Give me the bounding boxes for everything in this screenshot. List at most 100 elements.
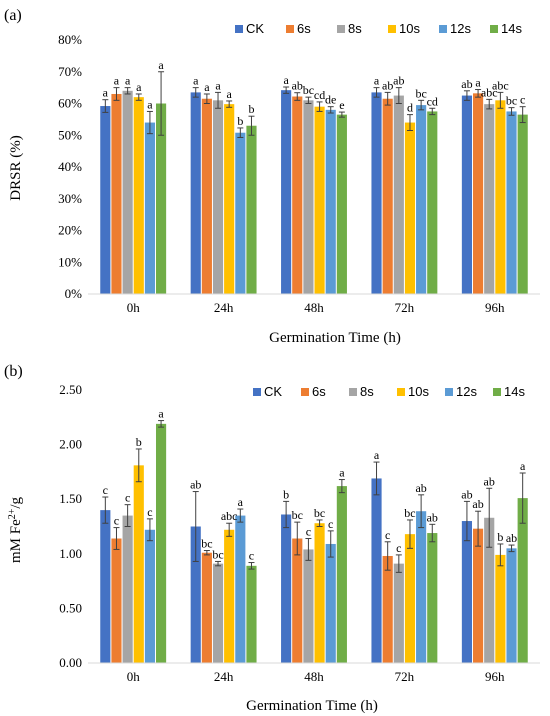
- b-xtick-label: 0h: [127, 669, 141, 684]
- b-xtick-label: 48h: [304, 669, 324, 684]
- b-bar-14s-96h: [517, 498, 528, 663]
- a-significance-label: abc: [481, 85, 498, 99]
- a-xtick-label: 24h: [214, 300, 234, 315]
- panel-a-y-ticks: 0% 10% 20% 30% 40% 50% 60% 70% 80%: [58, 32, 82, 301]
- a-bar-8s-24h: [212, 100, 224, 294]
- a-bar-6s-96h: [473, 93, 484, 294]
- a-ytick-label: 80%: [58, 32, 82, 47]
- a-xtick-label: 0h: [127, 300, 141, 315]
- panel-a-error-bars: [102, 71, 526, 138]
- a-bar-8s-48h: [303, 100, 314, 294]
- a-significance-label: e: [339, 98, 344, 112]
- b-significance-label: c: [385, 528, 390, 542]
- a-bar-8s-0h: [122, 90, 133, 294]
- a-legend-swatch-6s: [286, 25, 294, 33]
- a-legend-label: 6s: [297, 21, 311, 36]
- a-significance-label: a: [204, 80, 210, 94]
- a-bar-6s-24h: [201, 98, 212, 294]
- a-legend-swatch-CK: [235, 25, 243, 33]
- b-bar-14s-24h: [246, 565, 257, 663]
- a-bar-CK-48h: [281, 90, 292, 294]
- panel-b-y-ticks: 0.00 0.50 1.00 1.50 2.00 2.50: [59, 382, 82, 670]
- b-significance-label: ab: [190, 478, 201, 492]
- b-significance-label: c: [328, 517, 333, 531]
- panel-a-chart: (a) DRSR (%) Germination Time (h) 0% 10% 2…: [4, 7, 540, 346]
- b-significance-label: bc: [212, 547, 223, 561]
- panel-b-legend: CK 6s 8s 10s 12s 14s: [253, 384, 525, 399]
- a-legend-label: 8s: [348, 21, 362, 36]
- b-significance-label: c: [306, 525, 311, 539]
- panel-b-ylabel-main: mM Fe: [8, 519, 24, 563]
- a-significance-label: a: [158, 58, 164, 72]
- a-significance-label: bc: [506, 94, 517, 108]
- b-significance-label: a: [158, 407, 164, 421]
- b-significance-label: ab: [427, 510, 438, 524]
- b-bar-10s-96h: [495, 554, 506, 663]
- a-bar-10s-72h: [404, 122, 416, 294]
- a-significance-label: a: [283, 73, 289, 87]
- b-significance-label: c: [396, 541, 401, 555]
- b-bar-CK-96h: [461, 521, 473, 663]
- b-significance-label: ab: [506, 531, 517, 545]
- b-legend-swatch-8s: [349, 388, 357, 396]
- a-significance-label: a: [227, 87, 233, 101]
- b-significance-label: a: [339, 466, 345, 480]
- b-significance-label: b: [497, 530, 503, 544]
- a-legend-swatch-10s: [388, 25, 396, 33]
- a-legend-label: CK: [246, 21, 264, 36]
- b-bar-14s-48h: [336, 486, 347, 663]
- a-significance-label: a: [193, 74, 199, 88]
- panel-b-error-bars: [102, 420, 526, 573]
- b-bar-8s-24h: [212, 563, 224, 663]
- b-significance-label: bc: [404, 506, 415, 520]
- b-bar-10s-24h: [224, 529, 235, 663]
- a-significance-label: bc: [415, 86, 426, 100]
- b-significance-label: a: [374, 448, 380, 462]
- b-bar-CK-48h: [281, 514, 292, 663]
- a-significance-label: bc: [303, 83, 314, 97]
- a-significance-label: a: [114, 74, 120, 88]
- b-bar-12s-24h: [235, 515, 246, 663]
- b-bar-CK-24h: [190, 526, 201, 663]
- panel-a-xlabel: Germination Time (h): [269, 330, 401, 346]
- a-significance-label: b: [237, 114, 243, 128]
- panel-b-ylabel-sup: 2+: [7, 508, 18, 519]
- b-legend-label: 8s: [360, 384, 374, 399]
- b-legend-label: 14s: [504, 384, 525, 399]
- a-bar-12s-24h: [235, 132, 246, 294]
- b-significance-label: ab: [484, 474, 495, 488]
- a-significance-label: a: [147, 97, 153, 111]
- a-legend-label: 14s: [501, 21, 522, 36]
- a-significance-label: cd: [314, 88, 325, 102]
- b-bar-6s-48h: [292, 538, 303, 663]
- b-legend-label: 12s: [456, 384, 477, 399]
- b-ytick-label: 1.50: [59, 491, 82, 506]
- b-legend-label: CK: [264, 384, 282, 399]
- b-significance-label: ab: [461, 487, 472, 501]
- b-legend-swatch-14s: [493, 388, 501, 396]
- b-significance-label: ab: [472, 497, 483, 511]
- a-bar-10s-0h: [133, 97, 144, 295]
- a-significance-label: ab: [292, 79, 303, 93]
- b-significance-label: bc: [201, 537, 212, 551]
- b-bar-8s-0h: [122, 515, 133, 663]
- b-bar-6s-24h: [201, 552, 212, 663]
- a-bar-8s-72h: [393, 95, 404, 294]
- a-bar-14s-0h: [155, 103, 167, 294]
- a-significance-label: a: [215, 78, 221, 92]
- b-significance-label: b: [136, 435, 142, 449]
- panel-b-label: (b): [4, 363, 23, 380]
- panel-a-label: (a): [4, 7, 22, 24]
- a-significance-label: a: [125, 74, 131, 88]
- b-bar-10s-72h: [404, 534, 416, 663]
- panel-b-ylabel-tail: /g: [8, 496, 24, 508]
- a-significance-label: d: [407, 101, 413, 115]
- b-significance-label: b: [283, 487, 289, 501]
- a-legend-label: 10s: [399, 21, 420, 36]
- b-significance-label: abc: [221, 509, 238, 523]
- panel-b-chart: (b) mM Fe2+/g Germination Time (h) 0.000…: [4, 363, 540, 714]
- b-bar-14s-72h: [427, 533, 438, 663]
- a-ytick-label: 50%: [58, 127, 82, 142]
